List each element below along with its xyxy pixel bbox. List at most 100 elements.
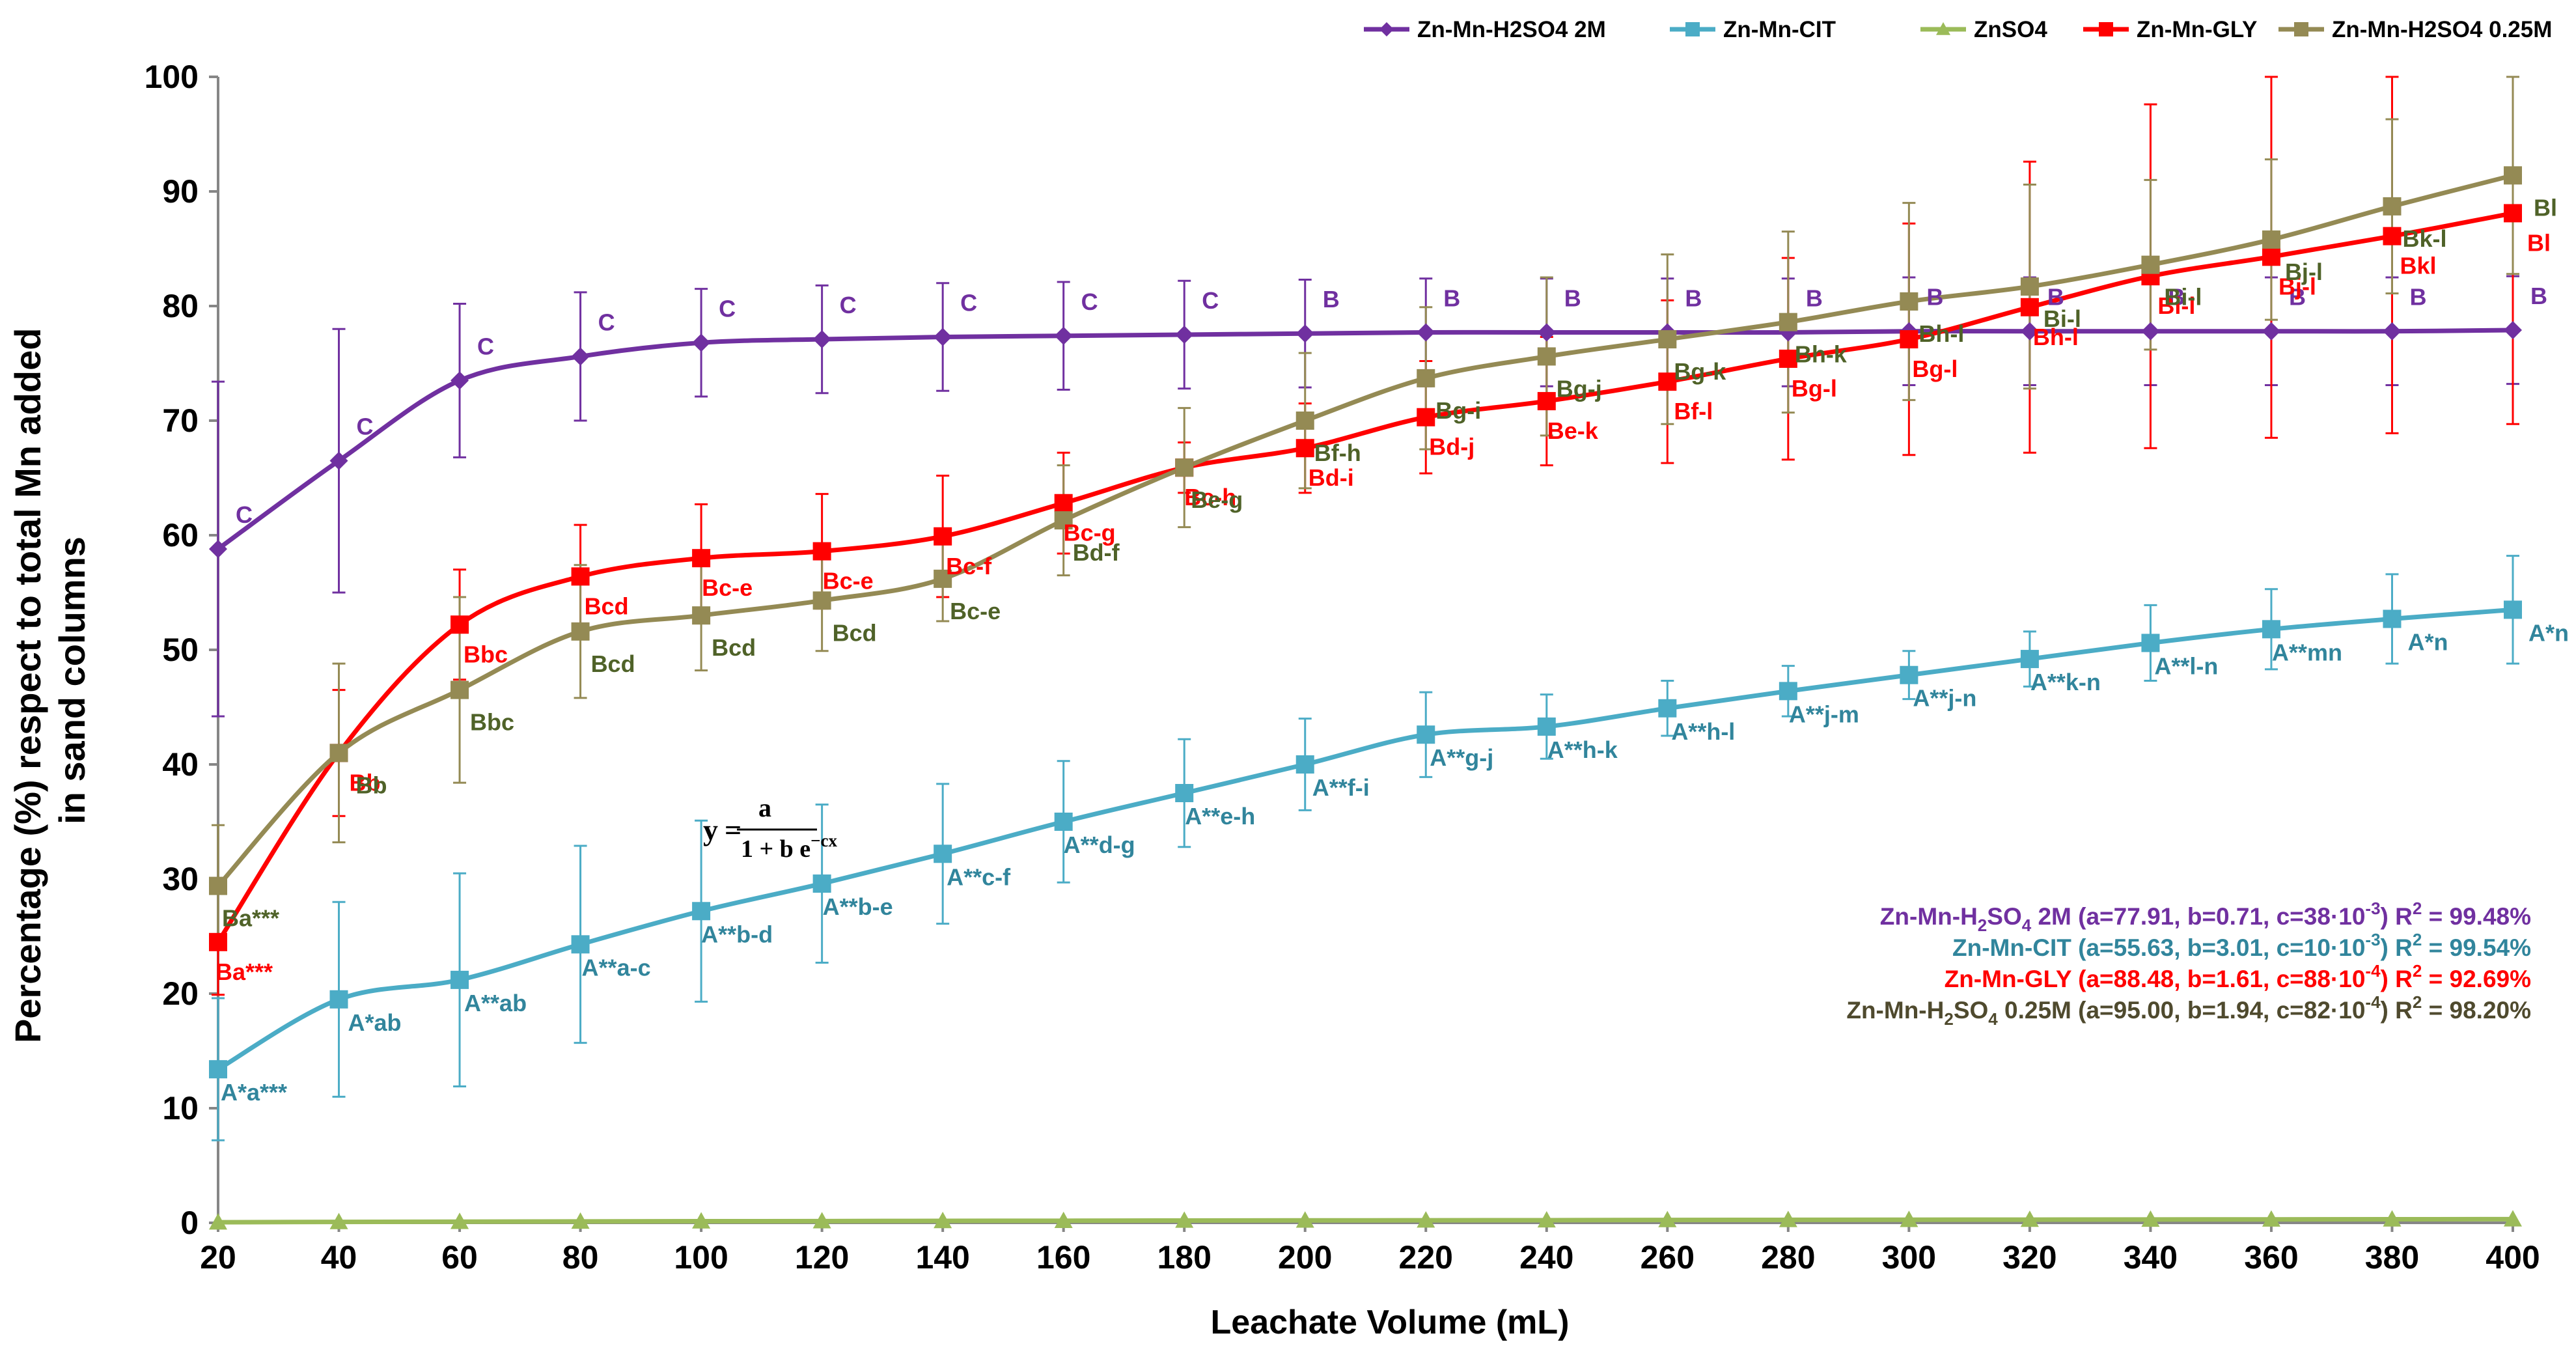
data-point — [2141, 1210, 2160, 1227]
data-point — [1054, 511, 1073, 530]
data-label: Bc-e — [823, 568, 874, 594]
y-tick-label: 80 — [162, 288, 199, 324]
data-label: Bcd — [591, 650, 635, 677]
data-point — [692, 606, 711, 625]
series-line — [217, 1216, 2514, 1225]
data-label: Bj-l — [2285, 258, 2323, 285]
data-label: Bc-f — [946, 553, 992, 580]
data-label: Bd-j — [1429, 434, 1475, 460]
data-point — [329, 451, 348, 470]
equation-y: y = — [703, 813, 741, 846]
y-tick-label: 10 — [162, 1090, 199, 1126]
data-point — [571, 622, 590, 641]
data-label: A**l-n — [2154, 652, 2218, 679]
x-axis-title: Leachate Volume (mL) — [1211, 1304, 1570, 1341]
data-point — [1900, 1210, 1918, 1227]
y-axis-title: Percentage (%) respect to total Mn added… — [7, 318, 92, 1043]
data-point — [1295, 412, 1314, 430]
data-point — [329, 744, 348, 762]
data-point — [329, 1212, 348, 1229]
data-point — [1900, 665, 1918, 684]
data-point — [2262, 322, 2280, 341]
data-point — [692, 549, 711, 568]
data-label: Bbc — [470, 709, 514, 736]
data-label: B — [1323, 286, 1340, 313]
data-label: Bk-l — [2402, 225, 2446, 252]
data-label: Bb — [350, 769, 381, 796]
data-label: B — [1564, 285, 1581, 311]
data-label: Bh-l — [2033, 324, 2079, 350]
x-tick-label: 160 — [1036, 1239, 1090, 1276]
data-point — [2262, 1210, 2280, 1227]
data-label: Bj-l — [2278, 273, 2316, 300]
x-tick-label: 280 — [1761, 1239, 1815, 1276]
data-label: A**mn — [2272, 639, 2342, 665]
data-point — [1900, 292, 1918, 311]
data-point — [934, 1212, 952, 1229]
data-label: Bb — [356, 772, 387, 798]
data-label: Bd-f — [1073, 539, 1120, 566]
data-label: A**a-c — [582, 954, 651, 981]
data-point — [450, 680, 469, 699]
data-label: Bg-l — [1792, 375, 1837, 402]
data-label: Bl — [2527, 229, 2551, 256]
data-point — [450, 1212, 469, 1229]
data-label: B — [2409, 284, 2426, 311]
x-tick-label: 40 — [321, 1239, 357, 1276]
data-point — [2383, 227, 2402, 245]
x-tick-label: 320 — [2002, 1239, 2057, 1276]
data-point — [2020, 1210, 2039, 1227]
data-label: A**ab — [464, 990, 527, 1016]
legend-marker — [1685, 22, 1700, 36]
data-point — [1537, 1210, 1556, 1228]
data-point — [2141, 634, 2160, 652]
data-label: A**b-d — [701, 921, 773, 947]
data-point — [2383, 609, 2402, 628]
x-tick-label: 180 — [1157, 1239, 1211, 1276]
data-point — [571, 935, 590, 954]
data-label: C — [719, 295, 736, 322]
data-label: A**j-m — [1789, 701, 1859, 727]
data-label: Bl — [2534, 194, 2557, 221]
data-point — [2141, 255, 2160, 274]
data-label: Bc-e — [950, 598, 1001, 624]
data-point — [2141, 322, 2160, 341]
data-point — [329, 990, 348, 1009]
x-tick-label: 360 — [2244, 1239, 2298, 1276]
data-label: C — [236, 501, 253, 528]
data-label: Bd-i — [1309, 464, 1354, 491]
data-point — [1658, 1210, 1677, 1227]
data-point — [1658, 330, 1677, 349]
data-point — [2504, 600, 2522, 619]
data-point — [1054, 326, 1073, 345]
equation-denominator: 1 + b e−cx — [741, 831, 838, 863]
data-label: A**h-l — [1671, 718, 1735, 745]
data-label: Bg-i — [1435, 397, 1481, 424]
data-label: C — [960, 290, 977, 316]
data-point — [812, 542, 831, 561]
data-label: B — [1685, 285, 1702, 311]
x-tick-label: 120 — [795, 1239, 849, 1276]
data-label: Bc-g — [1064, 520, 1116, 546]
data-point — [1417, 1211, 1435, 1228]
data-point — [812, 1212, 831, 1229]
data-point — [934, 527, 952, 546]
data-label: Bh-k — [1795, 341, 1848, 368]
data-label: A*n — [2528, 619, 2569, 646]
data-point — [2020, 650, 2039, 669]
data-point — [1295, 439, 1314, 458]
data-point — [2020, 298, 2039, 316]
equation: y = a 1 + b e−cx — [703, 793, 838, 863]
data-point — [209, 1060, 227, 1079]
data-label: Bg-l — [1912, 356, 1958, 382]
data-point — [1417, 408, 1435, 426]
y-tick-label: 90 — [162, 173, 199, 210]
data-label: B — [1806, 285, 1823, 311]
data-point — [812, 591, 831, 610]
data-point — [450, 371, 469, 390]
data-label: Bcd — [712, 634, 756, 661]
data-label: B — [1926, 284, 1943, 311]
data-point — [209, 1213, 227, 1230]
data-label: A**e-h — [1185, 803, 1255, 830]
